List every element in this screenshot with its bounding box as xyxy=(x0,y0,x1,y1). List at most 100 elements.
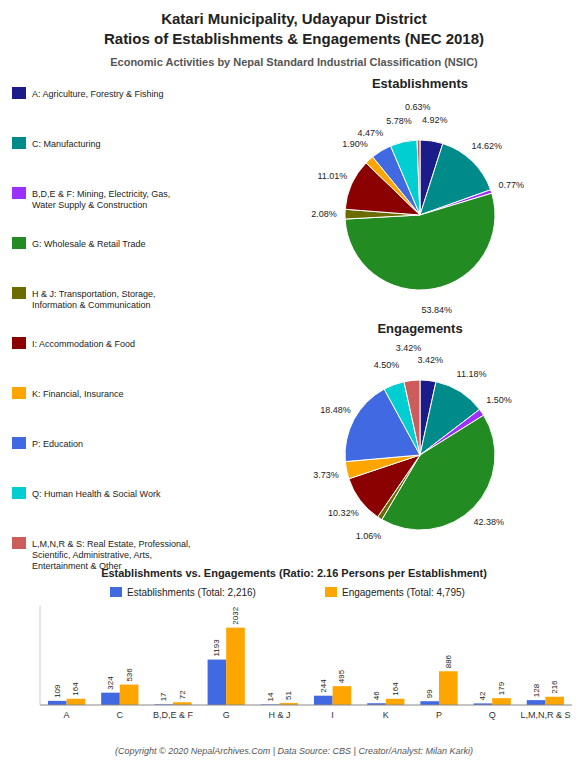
data-label: 53.84% xyxy=(421,305,452,315)
data-label: 244 xyxy=(319,679,328,693)
legend-entry: A: Agriculture, Forestry & Fishing xyxy=(32,89,164,99)
data-label: 1.06% xyxy=(356,531,382,541)
data-label: 72 xyxy=(178,690,187,699)
pie-slice: L,M,N,R & S: Real Estate, Professional, … xyxy=(404,380,420,455)
data-label: 4.47% xyxy=(358,128,384,138)
legend-entry: H & J: Transportation, Storage,Informati… xyxy=(32,289,156,310)
bar xyxy=(386,699,405,705)
legend-line: P: Education xyxy=(32,439,83,449)
legend-swatch xyxy=(12,387,26,399)
bar xyxy=(545,697,564,705)
legend-entry: B,D,E & F: Mining, Electricity, Gas,Wate… xyxy=(32,189,170,210)
background xyxy=(0,0,588,768)
data-label: 3.42% xyxy=(418,355,444,365)
x-tick-label: A xyxy=(64,710,70,720)
legend-line: Scientific, Administrative, Arts, xyxy=(32,550,152,560)
pie-slice: L,M,N,R & S: Real Estate, Professional, … xyxy=(417,140,420,215)
data-label: 4.50% xyxy=(374,360,400,370)
data-label: 0.77% xyxy=(498,180,524,190)
x-tick-label: Q xyxy=(489,710,496,720)
bar xyxy=(333,686,352,705)
data-label: 1.50% xyxy=(486,395,512,405)
data-label: 46 xyxy=(372,691,381,700)
legend-swatch xyxy=(12,337,26,349)
data-label: 109 xyxy=(53,684,62,698)
legend-swatch xyxy=(12,137,26,149)
bar-title: Establishments vs. Engagements (Ratio: 2… xyxy=(101,567,487,579)
legend-line: L,M,N,R & S: Real Estate, Professional, xyxy=(32,539,191,549)
data-label: 17 xyxy=(159,692,168,701)
legend-swatch xyxy=(12,287,26,299)
bar xyxy=(314,696,333,705)
data-label: 495 xyxy=(337,669,346,683)
pie-title: Engagements xyxy=(377,321,462,336)
data-label: 42 xyxy=(478,691,487,700)
footer-note: (Copyright © 2020 NepalArchives.Com | Da… xyxy=(115,746,473,756)
x-tick-label: K xyxy=(383,710,389,720)
data-label: 1193 xyxy=(212,639,221,657)
data-label: 99 xyxy=(425,689,434,698)
data-label: 14 xyxy=(266,692,275,701)
legend-line: C: Manufacturing xyxy=(32,139,101,149)
legend-line: Information & Communication xyxy=(32,300,151,310)
legend-line: Water Supply & Construction xyxy=(32,200,147,210)
data-label: 164 xyxy=(391,682,400,696)
data-label: 18.48% xyxy=(320,405,351,415)
legend-swatch xyxy=(325,587,337,597)
bar xyxy=(420,701,439,705)
bar xyxy=(120,685,139,705)
bar xyxy=(439,671,458,705)
data-label: 51 xyxy=(284,691,293,700)
data-label: 42.38% xyxy=(473,517,504,527)
pie-slice: Q: Human Health & Social Work xyxy=(391,140,420,215)
data-label: 3.42% xyxy=(396,343,422,353)
legend-line: H & J: Transportation, Storage, xyxy=(32,289,156,299)
data-label: 216 xyxy=(550,680,559,694)
legend-entry: I: Accommodation & Food xyxy=(32,339,135,349)
data-label: 1.90% xyxy=(342,139,368,149)
bar xyxy=(527,700,546,705)
legend-entry: Establishments (Total: 2,216) xyxy=(127,587,256,598)
x-tick-label: B,D,E & F xyxy=(153,710,194,720)
x-tick-label: I xyxy=(331,710,334,720)
data-label: 128 xyxy=(532,683,541,697)
x-tick-label: P xyxy=(436,710,442,720)
bar xyxy=(226,628,245,705)
page-title: Katari Municipality, Udayapur District xyxy=(161,10,427,27)
legend-entry: Engagements (Total: 4,795) xyxy=(342,587,465,598)
legend-entry: G: Wholesale & Retail Trade xyxy=(32,239,146,249)
x-axis-line xyxy=(40,705,572,706)
data-label: 536 xyxy=(125,668,134,682)
data-label: 14.62% xyxy=(471,141,502,151)
bars xyxy=(48,628,564,705)
data-label: 4.92% xyxy=(422,115,448,125)
chart-page: Katari Municipality, Udayapur District Ra… xyxy=(0,0,588,768)
bar xyxy=(208,660,227,705)
legend-line: A: Agriculture, Forestry & Fishing xyxy=(32,89,164,99)
legend-swatch xyxy=(12,87,26,99)
page-title: Ratios of Establishments & Engagements (… xyxy=(104,30,484,47)
legend-line: Q: Human Health & Social Work xyxy=(32,489,161,499)
legend-swatch xyxy=(12,537,26,549)
data-label: 2032 xyxy=(231,606,240,624)
legend-line: G: Wholesale & Retail Trade xyxy=(32,239,146,249)
legend-entry: Q: Human Health & Social Work xyxy=(32,489,161,499)
legend-swatch xyxy=(12,437,26,449)
legend-line: I: Accommodation & Food xyxy=(32,339,135,349)
data-label: 3.73% xyxy=(313,470,339,480)
page-subtitle: Economic Activities by Nepal Standard In… xyxy=(110,56,478,68)
pie-chart: EstablishmentsA: Agriculture, Forestry &… xyxy=(311,76,524,315)
data-label: 2.08% xyxy=(311,209,337,219)
legend-line: K: Financial, Insurance xyxy=(32,389,124,399)
bar xyxy=(67,699,86,705)
data-label: 0.63% xyxy=(405,102,431,112)
bar-chart: Establishments vs. Engagements (Ratio: 2… xyxy=(40,567,572,720)
legend-swatch xyxy=(12,187,26,199)
data-label: 324 xyxy=(106,676,115,690)
bar xyxy=(101,693,120,705)
data-labels: 109 324 17 1193 14 244 46 99 42 128 164 536 72 2032 51… xyxy=(53,606,559,701)
x-tick-label: L,M,N,R & S xyxy=(520,710,570,720)
legend-line: B,D,E & F: Mining, Electricity, Gas, xyxy=(32,189,170,199)
bar xyxy=(492,698,511,705)
pie-title: Establishments xyxy=(372,76,468,91)
